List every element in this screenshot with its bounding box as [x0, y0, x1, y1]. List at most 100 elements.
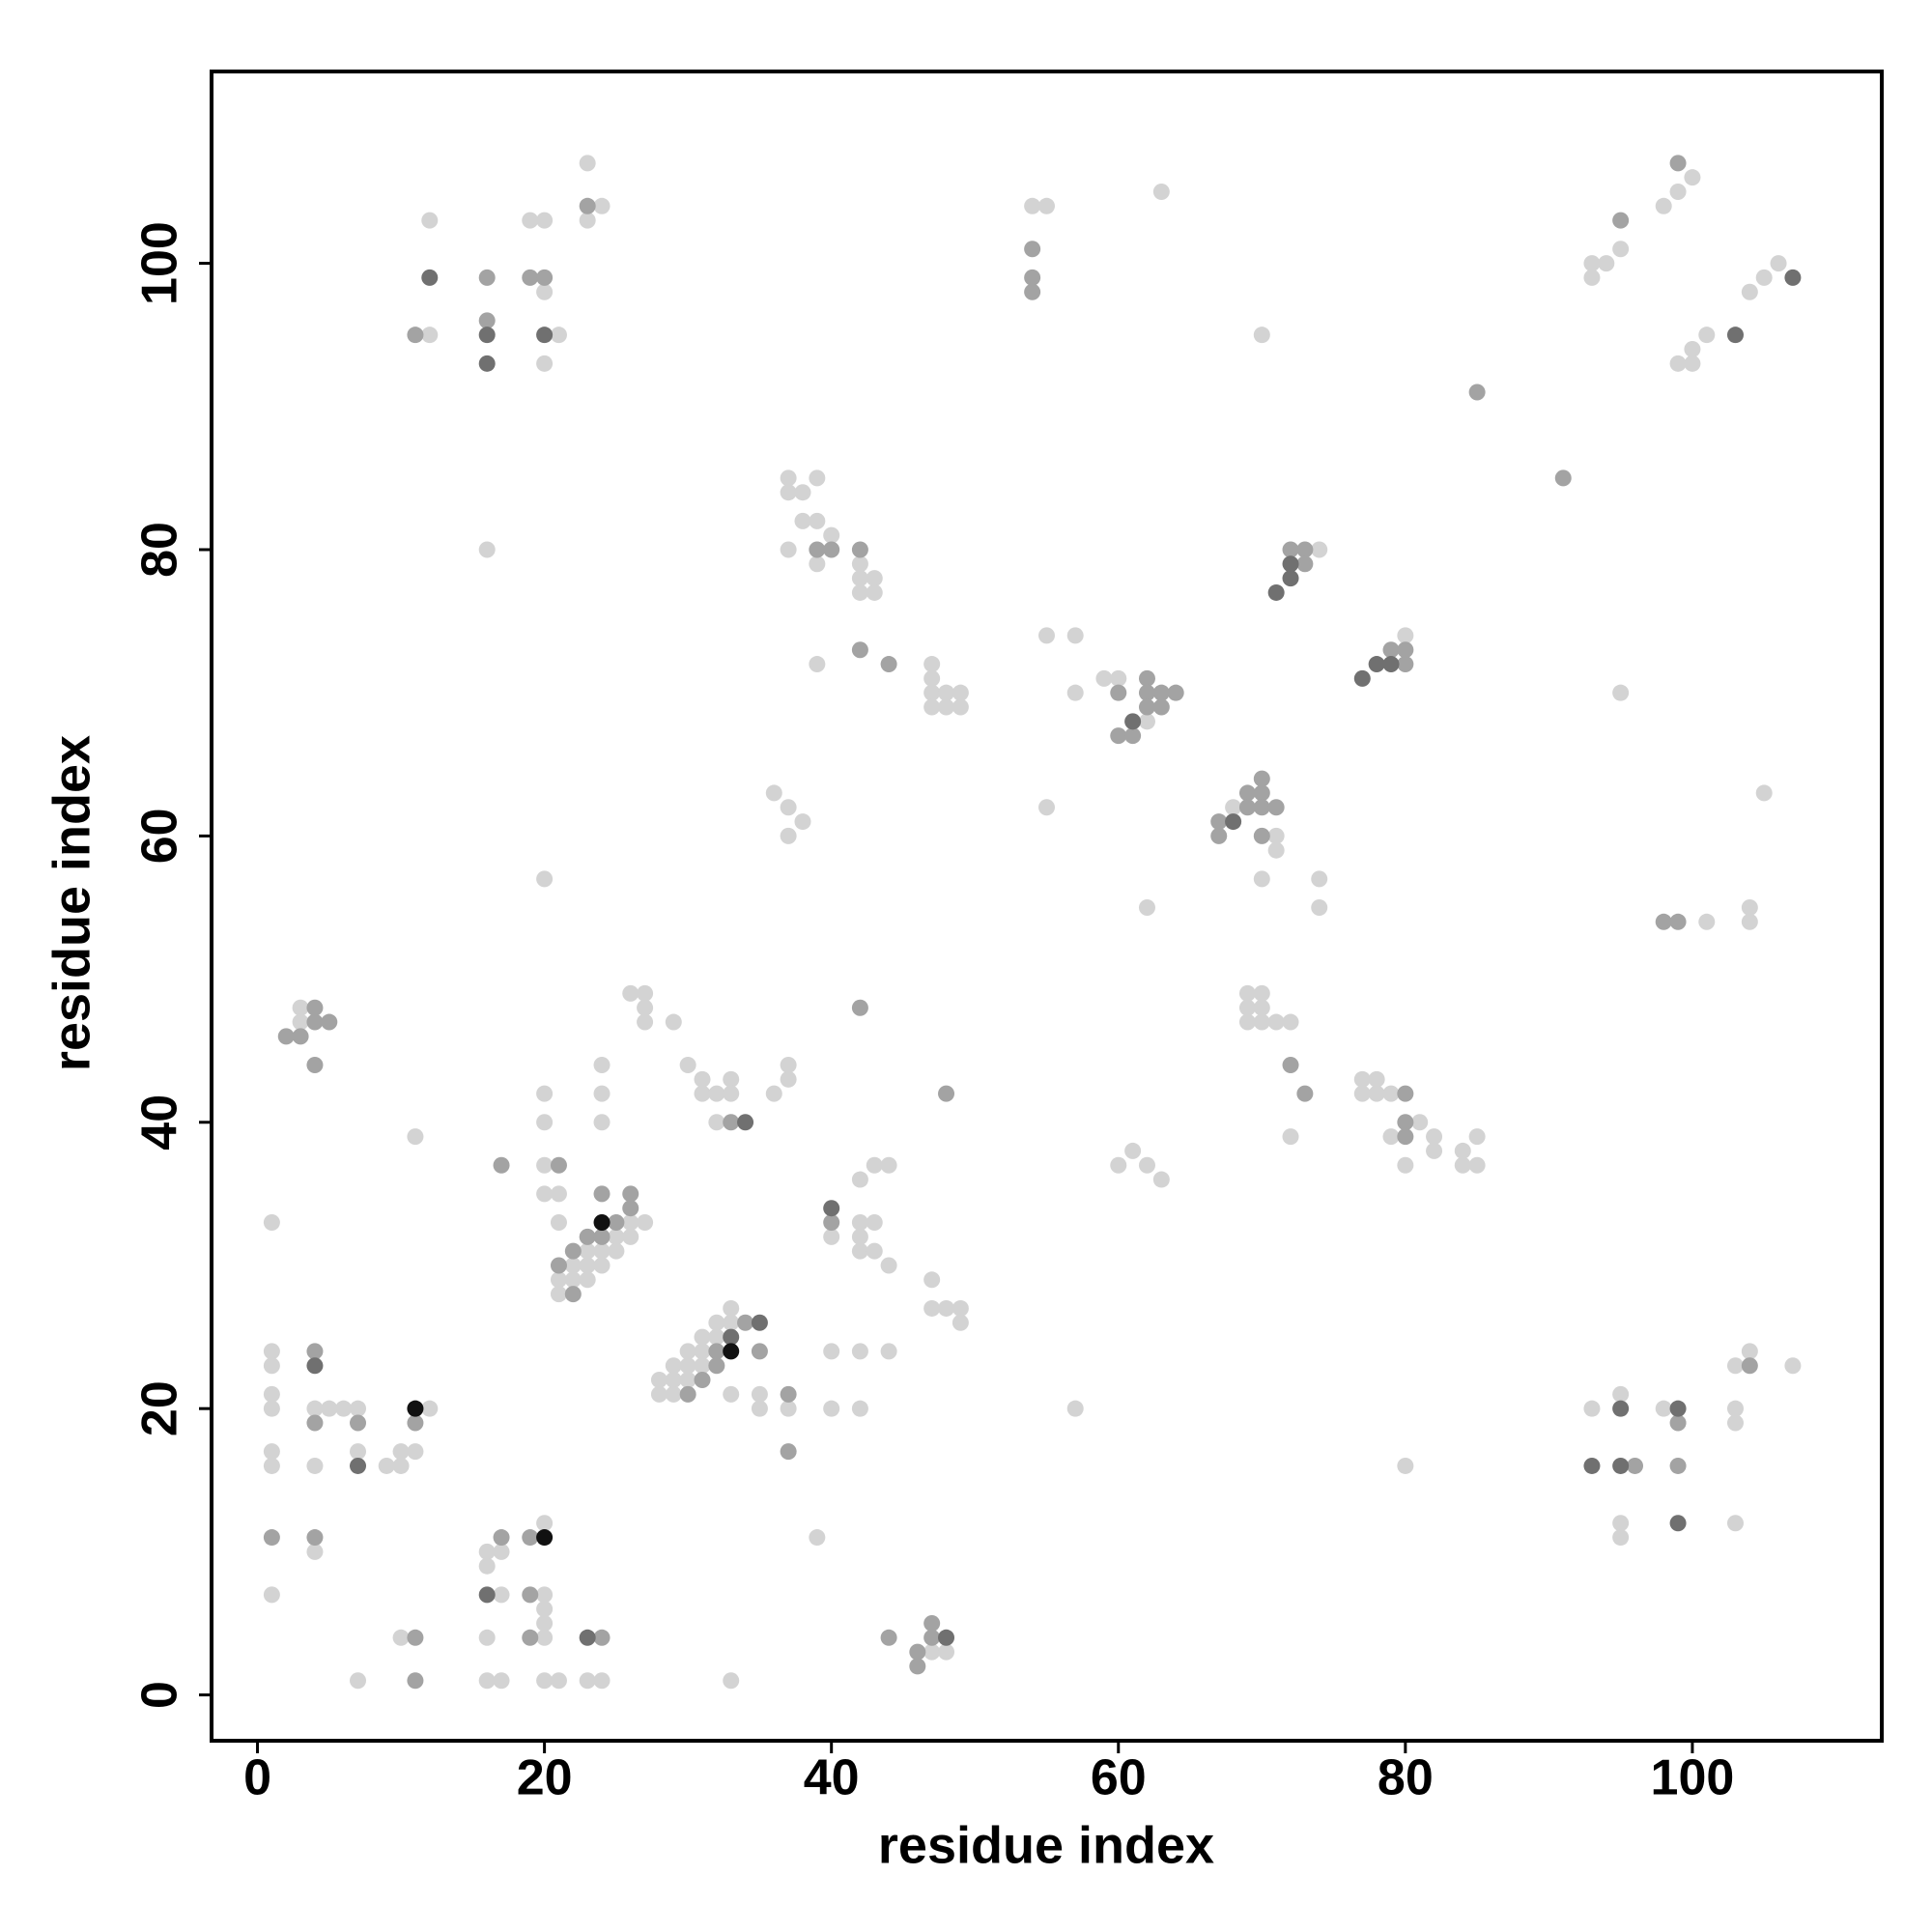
- point: [665, 1385, 682, 1403]
- point: [593, 197, 611, 214]
- point: [1267, 1013, 1285, 1031]
- point: [1468, 1156, 1486, 1174]
- point: [1612, 1457, 1630, 1474]
- point: [637, 1013, 654, 1031]
- point: [866, 570, 883, 587]
- point: [1124, 727, 1142, 745]
- point: [478, 1672, 496, 1690]
- point: [765, 784, 782, 802]
- point: [1741, 1357, 1758, 1375]
- point: [478, 312, 496, 329]
- point: [923, 1614, 941, 1632]
- point: [1454, 1142, 1471, 1159]
- point: [263, 1385, 280, 1403]
- point: [1655, 913, 1672, 930]
- point: [952, 684, 969, 701]
- point: [1152, 183, 1170, 200]
- point: [1253, 1013, 1270, 1031]
- point: [923, 684, 941, 701]
- point: [407, 1400, 424, 1417]
- point: [880, 1257, 897, 1274]
- point: [1612, 1400, 1630, 1417]
- point: [392, 1629, 410, 1646]
- point: [1253, 870, 1270, 888]
- point: [1684, 341, 1701, 358]
- point: [1095, 669, 1113, 687]
- point: [1282, 1013, 1299, 1031]
- point: [622, 1228, 639, 1245]
- point: [708, 1085, 725, 1102]
- point: [263, 1586, 280, 1604]
- point: [478, 1629, 496, 1646]
- point: [593, 1085, 611, 1102]
- point: [263, 1343, 280, 1360]
- point: [1454, 1156, 1471, 1174]
- point: [1612, 1529, 1630, 1547]
- point: [478, 1557, 496, 1575]
- point: [1468, 384, 1486, 401]
- point: [478, 1543, 496, 1560]
- point: [392, 1443, 410, 1461]
- point: [1397, 1085, 1414, 1102]
- point: [880, 1629, 897, 1646]
- point: [1726, 1400, 1744, 1417]
- point: [350, 1414, 367, 1432]
- point: [723, 1343, 740, 1360]
- point: [1669, 1414, 1687, 1432]
- point: [1152, 1171, 1170, 1188]
- point: [350, 1457, 367, 1474]
- point: [1655, 1400, 1672, 1417]
- point: [851, 583, 868, 601]
- point: [1583, 1400, 1601, 1417]
- point: [780, 1400, 797, 1417]
- point: [1296, 1085, 1314, 1102]
- point: [851, 1343, 868, 1360]
- point: [1784, 269, 1802, 286]
- point: [1741, 283, 1758, 300]
- point: [593, 1185, 611, 1203]
- x-tick-label: 20: [517, 1750, 573, 1806]
- point: [622, 1200, 639, 1217]
- point: [1110, 727, 1127, 745]
- point: [1612, 1385, 1630, 1403]
- point: [1282, 1057, 1299, 1074]
- point: [1612, 1515, 1630, 1532]
- point: [938, 1085, 955, 1102]
- point: [1110, 669, 1127, 687]
- point: [952, 1299, 969, 1317]
- point: [794, 512, 811, 529]
- point: [564, 1271, 582, 1289]
- point: [593, 1242, 611, 1260]
- point: [1669, 1457, 1687, 1474]
- point: [751, 1343, 768, 1360]
- point: [1426, 1128, 1443, 1146]
- point: [809, 1529, 826, 1547]
- point: [536, 1185, 554, 1203]
- point: [407, 327, 424, 344]
- point: [1311, 870, 1328, 888]
- point: [794, 813, 811, 831]
- point: [536, 1672, 554, 1690]
- point: [1353, 669, 1371, 687]
- point: [708, 1314, 725, 1331]
- point: [1669, 355, 1687, 372]
- point: [593, 1257, 611, 1274]
- point: [478, 1586, 496, 1604]
- point: [350, 1672, 367, 1690]
- point: [1253, 327, 1270, 344]
- point: [1612, 684, 1630, 701]
- point: [923, 698, 941, 716]
- point: [1024, 241, 1041, 258]
- point: [880, 656, 897, 673]
- point: [292, 1028, 309, 1045]
- point: [708, 1114, 725, 1131]
- point: [1282, 555, 1299, 573]
- point: [923, 1643, 941, 1661]
- y-tick-label: 100: [132, 221, 188, 305]
- point: [780, 1385, 797, 1403]
- point: [306, 1529, 324, 1547]
- point: [866, 583, 883, 601]
- point: [851, 641, 868, 659]
- point: [579, 212, 596, 229]
